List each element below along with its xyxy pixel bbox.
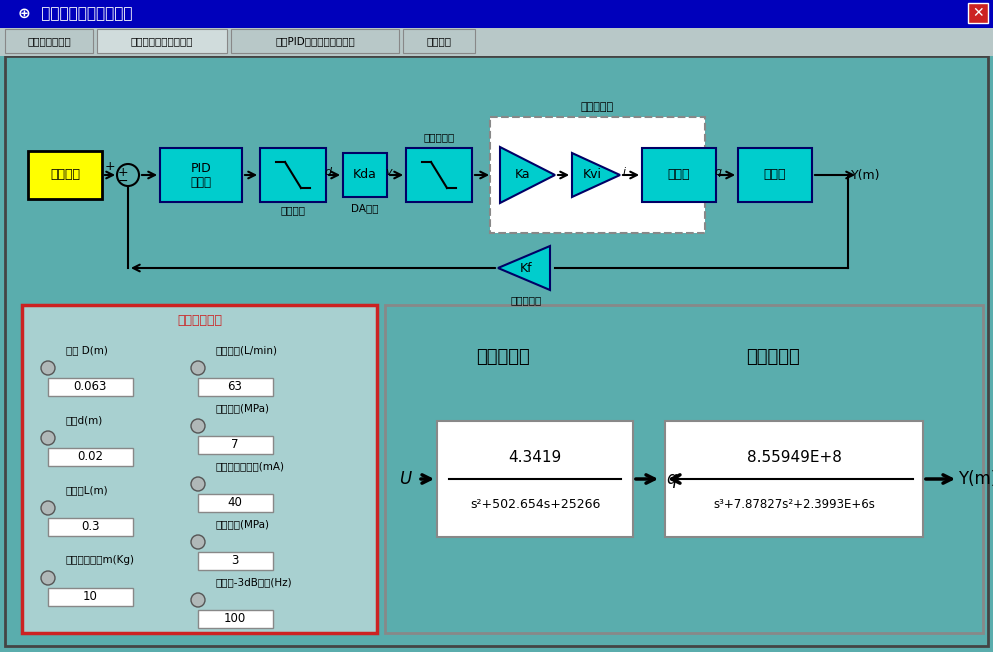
Text: 额定压力(MPa): 额定压力(MPa) (216, 403, 270, 413)
Bar (437, 421, 633, 537)
Text: 系统及模型说明: 系统及模型说明 (27, 36, 71, 46)
Text: −: − (118, 175, 128, 188)
Text: i: i (623, 167, 626, 177)
Circle shape (41, 431, 55, 445)
Text: 控制量限幅: 控制量限幅 (423, 132, 455, 142)
Text: 7: 7 (231, 439, 238, 451)
Bar (48, 518, 133, 536)
Text: 缸径 D(m): 缸径 D(m) (66, 345, 108, 355)
Bar (28, 151, 102, 199)
Text: 液压缸: 液压缸 (764, 168, 786, 181)
Text: Kf: Kf (519, 261, 532, 274)
Bar (490, 117, 705, 233)
Text: 系统参数设置: 系统参数设置 (177, 314, 222, 327)
Polygon shape (498, 246, 550, 290)
Bar (198, 610, 273, 628)
Bar (160, 148, 242, 202)
Bar (343, 153, 387, 197)
Text: 总行程L(m): 总行程L(m) (66, 485, 108, 495)
Text: Y(m): Y(m) (958, 470, 993, 488)
Bar (198, 378, 273, 396)
Circle shape (117, 164, 139, 186)
Text: d: d (325, 167, 332, 177)
Text: 4.3419: 4.3419 (508, 449, 562, 464)
Text: v: v (385, 167, 392, 177)
Circle shape (41, 501, 55, 515)
Circle shape (41, 361, 55, 375)
Bar (198, 436, 273, 454)
Text: 100: 100 (223, 612, 246, 625)
Bar (385, 305, 983, 633)
Text: 建立液压元件数学模型: 建立液压元件数学模型 (131, 36, 194, 46)
Text: +: + (104, 160, 115, 173)
Circle shape (191, 535, 205, 549)
Text: 杆径d(m): 杆径d(m) (66, 415, 103, 425)
Text: s³+7.87827s²+2.3993E+6s: s³+7.87827s²+2.3993E+6s (713, 497, 875, 511)
Bar (231, 29, 399, 53)
Text: ⊕  液压伺服位置系统仿真: ⊕ 液压伺服位置系统仿真 (18, 7, 132, 22)
Text: Ka: Ka (515, 168, 531, 181)
Bar (406, 148, 472, 202)
Bar (48, 588, 133, 606)
Text: 伺服放大器: 伺服放大器 (581, 102, 614, 112)
Bar (0, 28, 993, 56)
Text: q: q (714, 167, 722, 177)
Text: 伺服阀: 伺服阀 (667, 168, 690, 181)
Circle shape (191, 419, 205, 433)
Bar (403, 29, 475, 53)
Text: 额定流量(L/min): 额定流量(L/min) (216, 345, 278, 355)
Text: 运动部件质量m(Kg): 运动部件质量m(Kg) (66, 555, 135, 565)
Text: 伺服阀-3dB频宽(Hz): 伺服阀-3dB频宽(Hz) (216, 577, 293, 587)
Text: 伺服阀模型: 伺服阀模型 (476, 348, 530, 366)
Bar (260, 148, 326, 202)
Text: 阀线圈额定电流(mA): 阀线圈额定电流(mA) (216, 461, 285, 471)
Text: 位移传感器: 位移传感器 (510, 295, 541, 305)
Bar (642, 148, 716, 202)
Text: s²+502.654s+25266: s²+502.654s+25266 (470, 497, 600, 511)
Circle shape (191, 361, 205, 375)
Text: 0.02: 0.02 (77, 451, 103, 464)
Text: 3: 3 (231, 554, 238, 567)
Text: +: + (118, 166, 128, 179)
Bar (738, 148, 812, 202)
Text: U: U (399, 470, 411, 488)
Bar (968, 3, 988, 23)
Bar (5, 29, 93, 53)
Text: 阀控缸模型: 阀控缸模型 (746, 348, 800, 366)
Text: 退出仿真: 退出仿真 (427, 36, 452, 46)
Bar (48, 378, 133, 396)
Text: 8.55949E+8: 8.55949E+8 (747, 449, 841, 464)
Bar (48, 448, 133, 466)
Text: DA转换: DA转换 (352, 203, 378, 213)
Bar (198, 494, 273, 512)
Text: 63: 63 (227, 381, 242, 394)
Circle shape (191, 477, 205, 491)
Bar (97, 29, 227, 53)
Text: 负载压力(MPa): 负载压力(MPa) (216, 519, 270, 529)
Text: ✕: ✕ (972, 6, 984, 20)
Text: 控制器: 控制器 (191, 177, 212, 190)
Text: Kvi: Kvi (583, 168, 602, 181)
Bar (0, 0, 993, 28)
Bar (198, 552, 273, 570)
Bar (22, 305, 377, 633)
Text: 给定位移: 给定位移 (50, 168, 80, 181)
Text: 40: 40 (227, 497, 242, 509)
Text: Y(m): Y(m) (851, 168, 881, 181)
Polygon shape (500, 147, 555, 203)
Bar (665, 421, 923, 537)
Circle shape (191, 593, 205, 607)
Text: 数字限幅: 数字限幅 (280, 205, 306, 215)
Text: 闭环PID控制系统仿真设计: 闭环PID控制系统仿真设计 (275, 36, 355, 46)
Text: 10: 10 (82, 591, 97, 604)
Text: 0.3: 0.3 (80, 520, 99, 533)
Text: q: q (665, 470, 676, 488)
Circle shape (41, 571, 55, 585)
Text: Kda: Kda (354, 168, 377, 181)
Polygon shape (572, 153, 620, 197)
Text: 0.063: 0.063 (73, 381, 106, 394)
Text: PID: PID (191, 162, 212, 175)
